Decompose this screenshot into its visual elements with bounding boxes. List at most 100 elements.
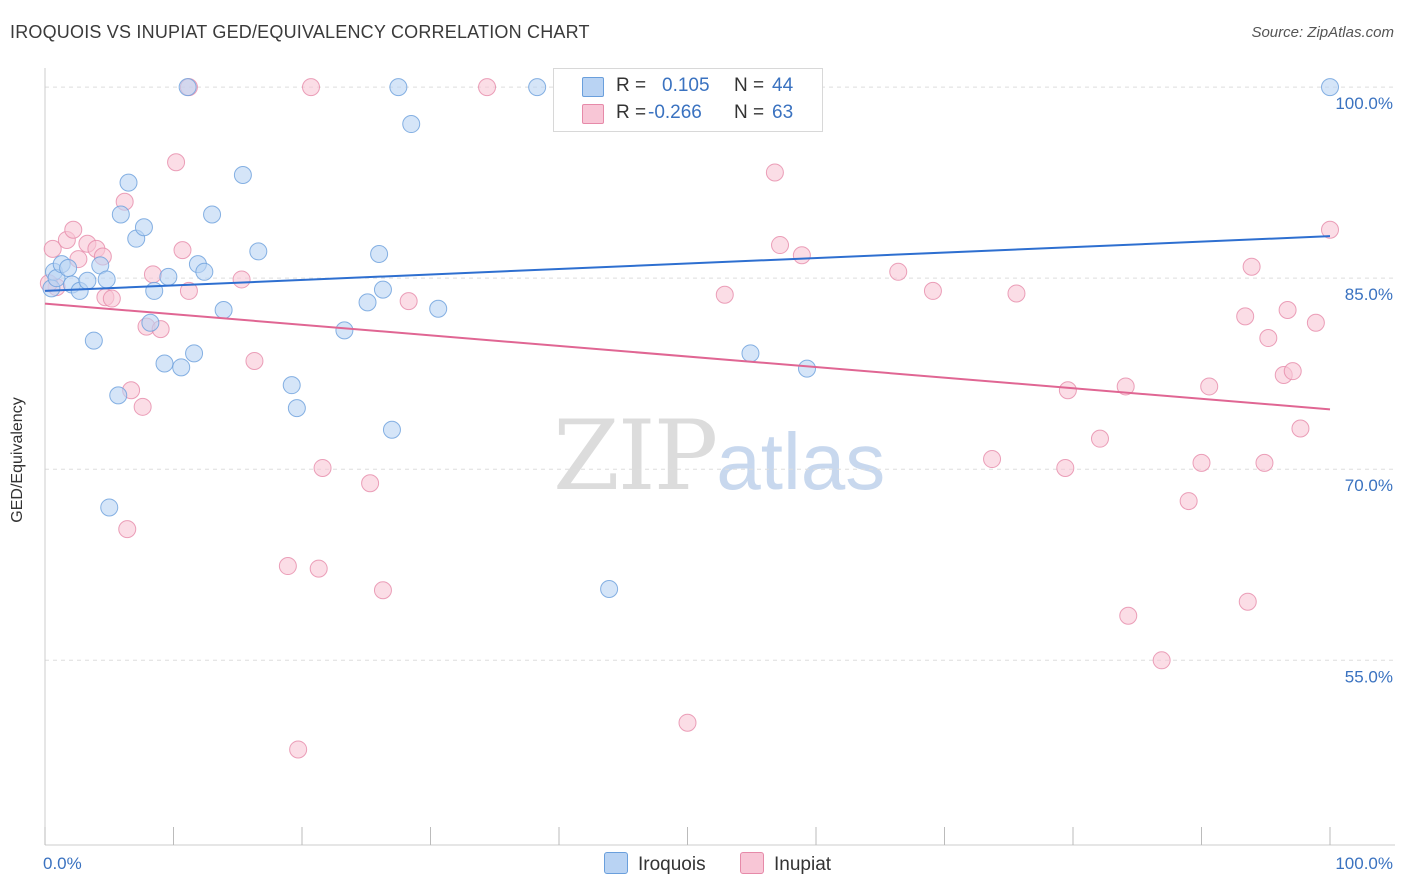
data-point-iroquois bbox=[214, 301, 233, 320]
bottom-legend-label: Inupiat bbox=[774, 854, 832, 875]
data-point-inupiat bbox=[278, 557, 297, 576]
data-point-inupiat bbox=[1192, 453, 1211, 472]
data-point-iroquois bbox=[172, 358, 191, 377]
data-point-inupiat bbox=[715, 285, 734, 304]
data-point-inupiat bbox=[179, 281, 198, 300]
data-point-inupiat bbox=[1278, 301, 1297, 320]
data-point-iroquois bbox=[159, 267, 178, 286]
data-point-inupiat bbox=[983, 450, 1002, 469]
data-point-iroquois bbox=[287, 399, 306, 418]
data-point-iroquois bbox=[233, 165, 252, 184]
data-point-iroquois bbox=[382, 420, 401, 439]
data-point-inupiat bbox=[1255, 453, 1274, 472]
data-point-iroquois bbox=[370, 244, 389, 263]
data-point-iroquois bbox=[119, 173, 138, 192]
watermark-zip: ZIP bbox=[553, 400, 718, 512]
legend-swatch-inupiat bbox=[582, 104, 604, 124]
bottom-legend-inupiat: Inupiat bbox=[740, 852, 831, 876]
data-point-inupiat bbox=[1116, 377, 1135, 396]
data-point-iroquois bbox=[249, 242, 268, 261]
data-point-iroquois bbox=[134, 218, 153, 237]
x-tick-label: 0.0% bbox=[43, 854, 82, 873]
trend-line-inupiat bbox=[44, 302, 1331, 411]
bottom-legend-label: Iroquois bbox=[638, 854, 706, 875]
data-point-iroquois bbox=[741, 344, 760, 363]
data-point-inupiat bbox=[289, 740, 308, 759]
legend-r-value: 0.105 bbox=[662, 75, 710, 96]
data-point-inupiat bbox=[43, 239, 62, 258]
legend-r-label: R = bbox=[616, 75, 647, 96]
x-tick-label: 100.0% bbox=[1335, 854, 1393, 873]
data-point-inupiat bbox=[1242, 257, 1261, 276]
data-point-inupiat bbox=[1259, 329, 1278, 348]
data-point-inupiat bbox=[1283, 362, 1302, 381]
data-point-iroquois bbox=[282, 376, 301, 395]
watermark-atlas: atlas bbox=[716, 417, 886, 506]
data-point-inupiat bbox=[792, 246, 811, 265]
y-tick-label: 70.0% bbox=[1345, 476, 1393, 495]
data-point-inupiat bbox=[64, 220, 83, 239]
data-point-iroquois bbox=[429, 299, 448, 318]
legend-n-value: 63 bbox=[772, 102, 794, 123]
data-point-inupiat bbox=[232, 270, 251, 289]
data-point-inupiat bbox=[309, 559, 328, 578]
data-point-inupiat bbox=[118, 520, 137, 539]
data-point-inupiat bbox=[771, 236, 790, 255]
data-point-iroquois bbox=[178, 78, 197, 97]
chart-title: IROQUOIS VS INUPIAT GED/EQUIVALENCY CORR… bbox=[10, 22, 590, 42]
legend-r-value: -0.266 bbox=[648, 102, 702, 123]
legend-n-label: N = bbox=[734, 75, 765, 96]
watermark: ZIPatlas bbox=[553, 400, 885, 512]
legend-r-label: R = bbox=[616, 102, 647, 123]
y-tick-label: 55.0% bbox=[1345, 667, 1393, 686]
data-point-inupiat bbox=[167, 153, 186, 172]
data-point-inupiat bbox=[301, 78, 320, 97]
data-point-iroquois bbox=[389, 78, 408, 97]
data-point-inupiat bbox=[361, 474, 380, 493]
data-point-inupiat bbox=[133, 397, 152, 416]
y-tick-label: 100.0% bbox=[1335, 94, 1393, 113]
data-point-inupiat bbox=[1200, 377, 1219, 396]
bottom-legend-swatch-inupiat bbox=[740, 852, 764, 874]
data-point-iroquois bbox=[97, 270, 116, 289]
data-point-iroquois bbox=[109, 386, 128, 405]
data-point-inupiat bbox=[1179, 492, 1198, 511]
data-point-inupiat bbox=[889, 262, 908, 281]
y-tick-label: 85.0% bbox=[1345, 285, 1393, 304]
data-point-iroquois bbox=[600, 579, 619, 598]
legend-n-value: 44 bbox=[772, 75, 794, 96]
bottom-legend-swatch-iroquois bbox=[604, 852, 628, 874]
source-label: Source: ZipAtlas.com bbox=[1251, 24, 1394, 41]
data-point-iroquois bbox=[335, 321, 354, 340]
data-point-inupiat bbox=[1152, 651, 1171, 670]
data-point-inupiat bbox=[1056, 458, 1075, 477]
data-point-iroquois bbox=[203, 205, 222, 224]
data-point-iroquois bbox=[358, 293, 377, 312]
data-point-inupiat bbox=[1321, 220, 1339, 239]
data-point-iroquois bbox=[59, 258, 78, 277]
data-point-inupiat bbox=[678, 713, 697, 732]
data-point-inupiat bbox=[1119, 606, 1138, 625]
data-point-inupiat bbox=[313, 458, 332, 477]
data-point-inupiat bbox=[765, 163, 784, 182]
data-point-iroquois bbox=[185, 344, 204, 363]
data-point-iroquois bbox=[111, 205, 130, 224]
data-point-iroquois bbox=[155, 354, 174, 373]
data-point-inupiat bbox=[245, 351, 264, 370]
data-point-inupiat bbox=[1291, 419, 1310, 438]
data-point-inupiat bbox=[1058, 381, 1077, 400]
data-point-iroquois bbox=[84, 331, 103, 350]
data-point-iroquois bbox=[798, 359, 817, 378]
data-point-iroquois bbox=[141, 313, 160, 332]
data-point-inupiat bbox=[373, 581, 392, 600]
data-point-iroquois bbox=[373, 280, 392, 299]
bottom-legend-iroquois: Iroquois bbox=[604, 852, 706, 876]
trend-line-iroquois bbox=[44, 235, 1331, 292]
correlation-legend: R = 0.105 N = 44 R = -0.266 N = 63 bbox=[553, 68, 823, 132]
data-point-inupiat bbox=[1236, 307, 1255, 326]
data-point-inupiat bbox=[923, 281, 942, 300]
legend-swatch-iroquois bbox=[582, 77, 604, 97]
data-point-inupiat bbox=[1090, 429, 1109, 448]
data-point-inupiat bbox=[1306, 313, 1325, 332]
